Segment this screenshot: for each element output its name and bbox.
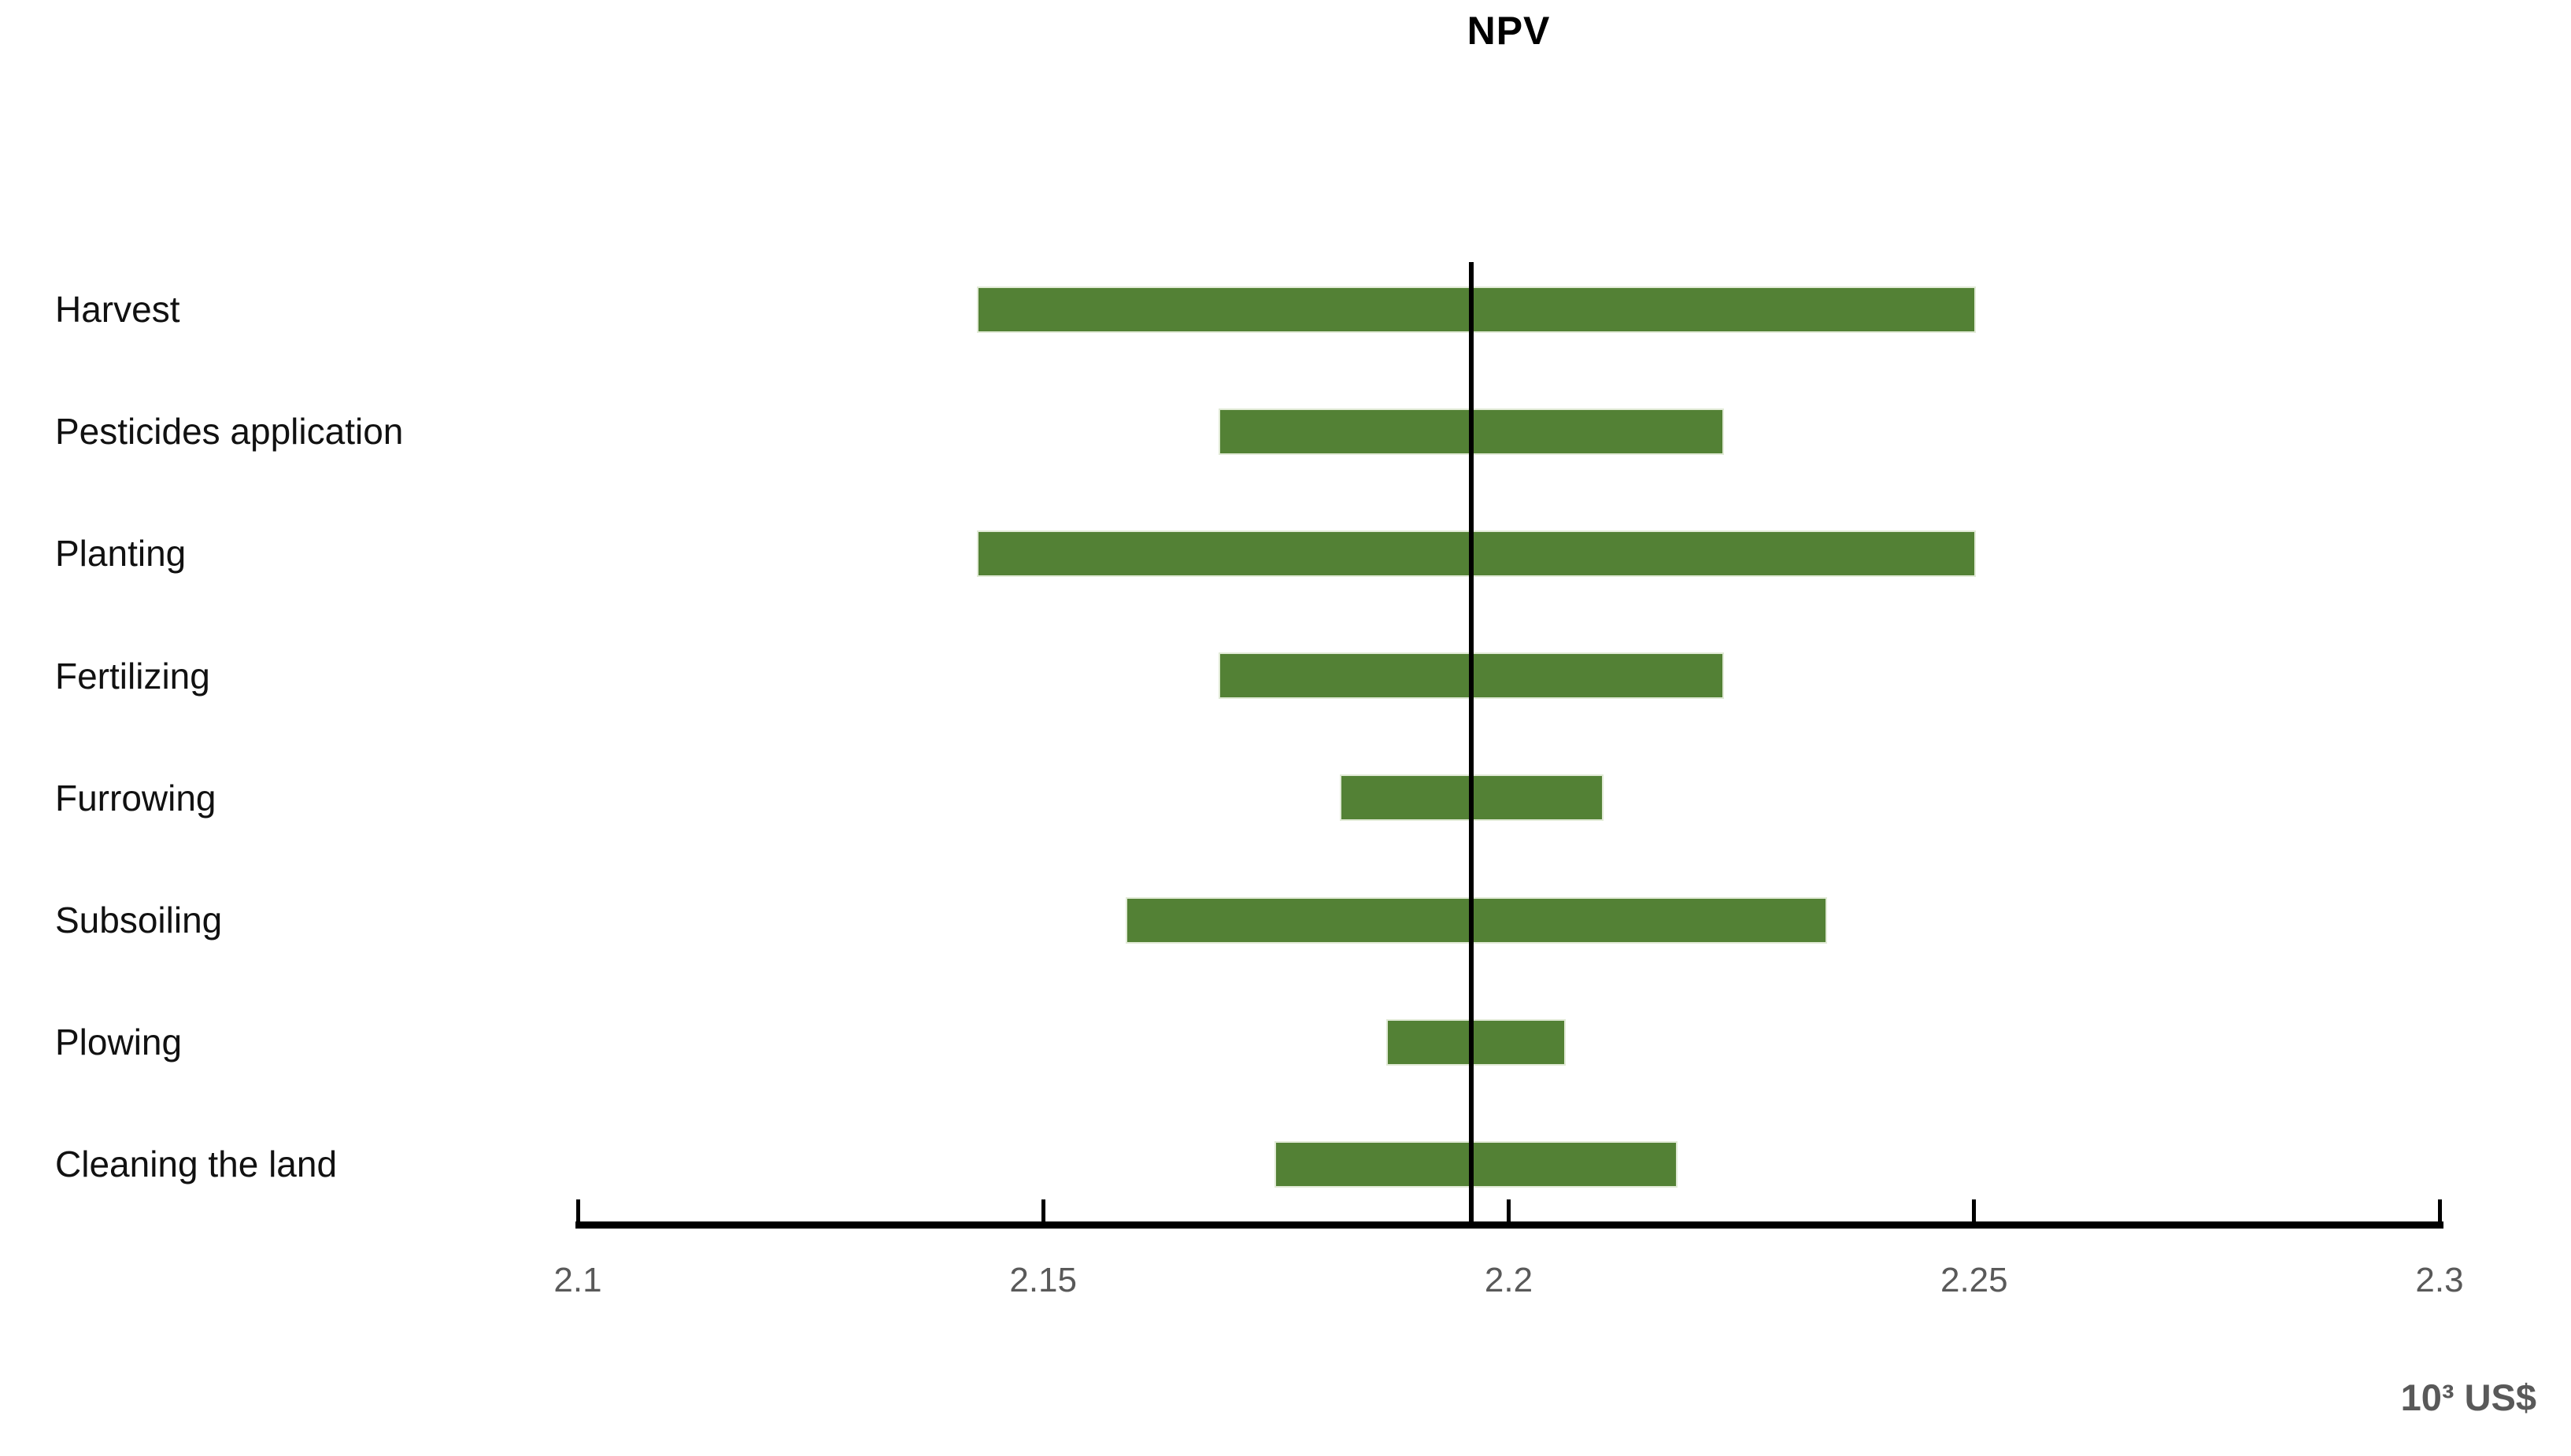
category-label: Cleaning the land	[55, 1144, 338, 1185]
x-axis-tick-mark	[1972, 1199, 1977, 1221]
chart-title: NPV	[1467, 9, 1551, 53]
category-label: Furrowing	[55, 777, 216, 819]
x-axis-tick-mark	[1507, 1199, 1511, 1221]
x-axis-tick-label: 2.3	[2415, 1261, 2464, 1299]
x-axis-tick-label: 2.1	[553, 1261, 602, 1299]
category-label: Plowing	[55, 1022, 183, 1063]
x-axis-tick-label: 2.25	[1940, 1261, 2008, 1299]
category-label: Planting	[55, 533, 187, 575]
range-bar	[978, 531, 1974, 575]
x-axis-tick-mark	[575, 1199, 580, 1221]
range-bar	[1387, 1020, 1565, 1064]
x-axis-tick-label: 2.2	[1484, 1261, 1533, 1299]
x-axis-tick-label: 2.15	[1009, 1261, 1077, 1299]
category-label: Fertilizing	[55, 655, 210, 697]
category-label: Pesticides application	[55, 411, 404, 453]
category-label: Harvest	[55, 289, 180, 330]
x-axis-tick-mark	[1041, 1199, 1045, 1221]
range-bar	[1275, 1142, 1677, 1186]
category-label: Subsoiling	[55, 900, 223, 940]
baseline-rule	[1469, 262, 1474, 1221]
x-axis-unit-label: 10³ US$	[2400, 1377, 2536, 1418]
x-axis-line	[575, 1221, 2443, 1229]
x-axis-tick-mark	[2437, 1199, 2442, 1221]
range-bar	[1126, 898, 1826, 942]
range-bar	[978, 287, 1974, 331]
